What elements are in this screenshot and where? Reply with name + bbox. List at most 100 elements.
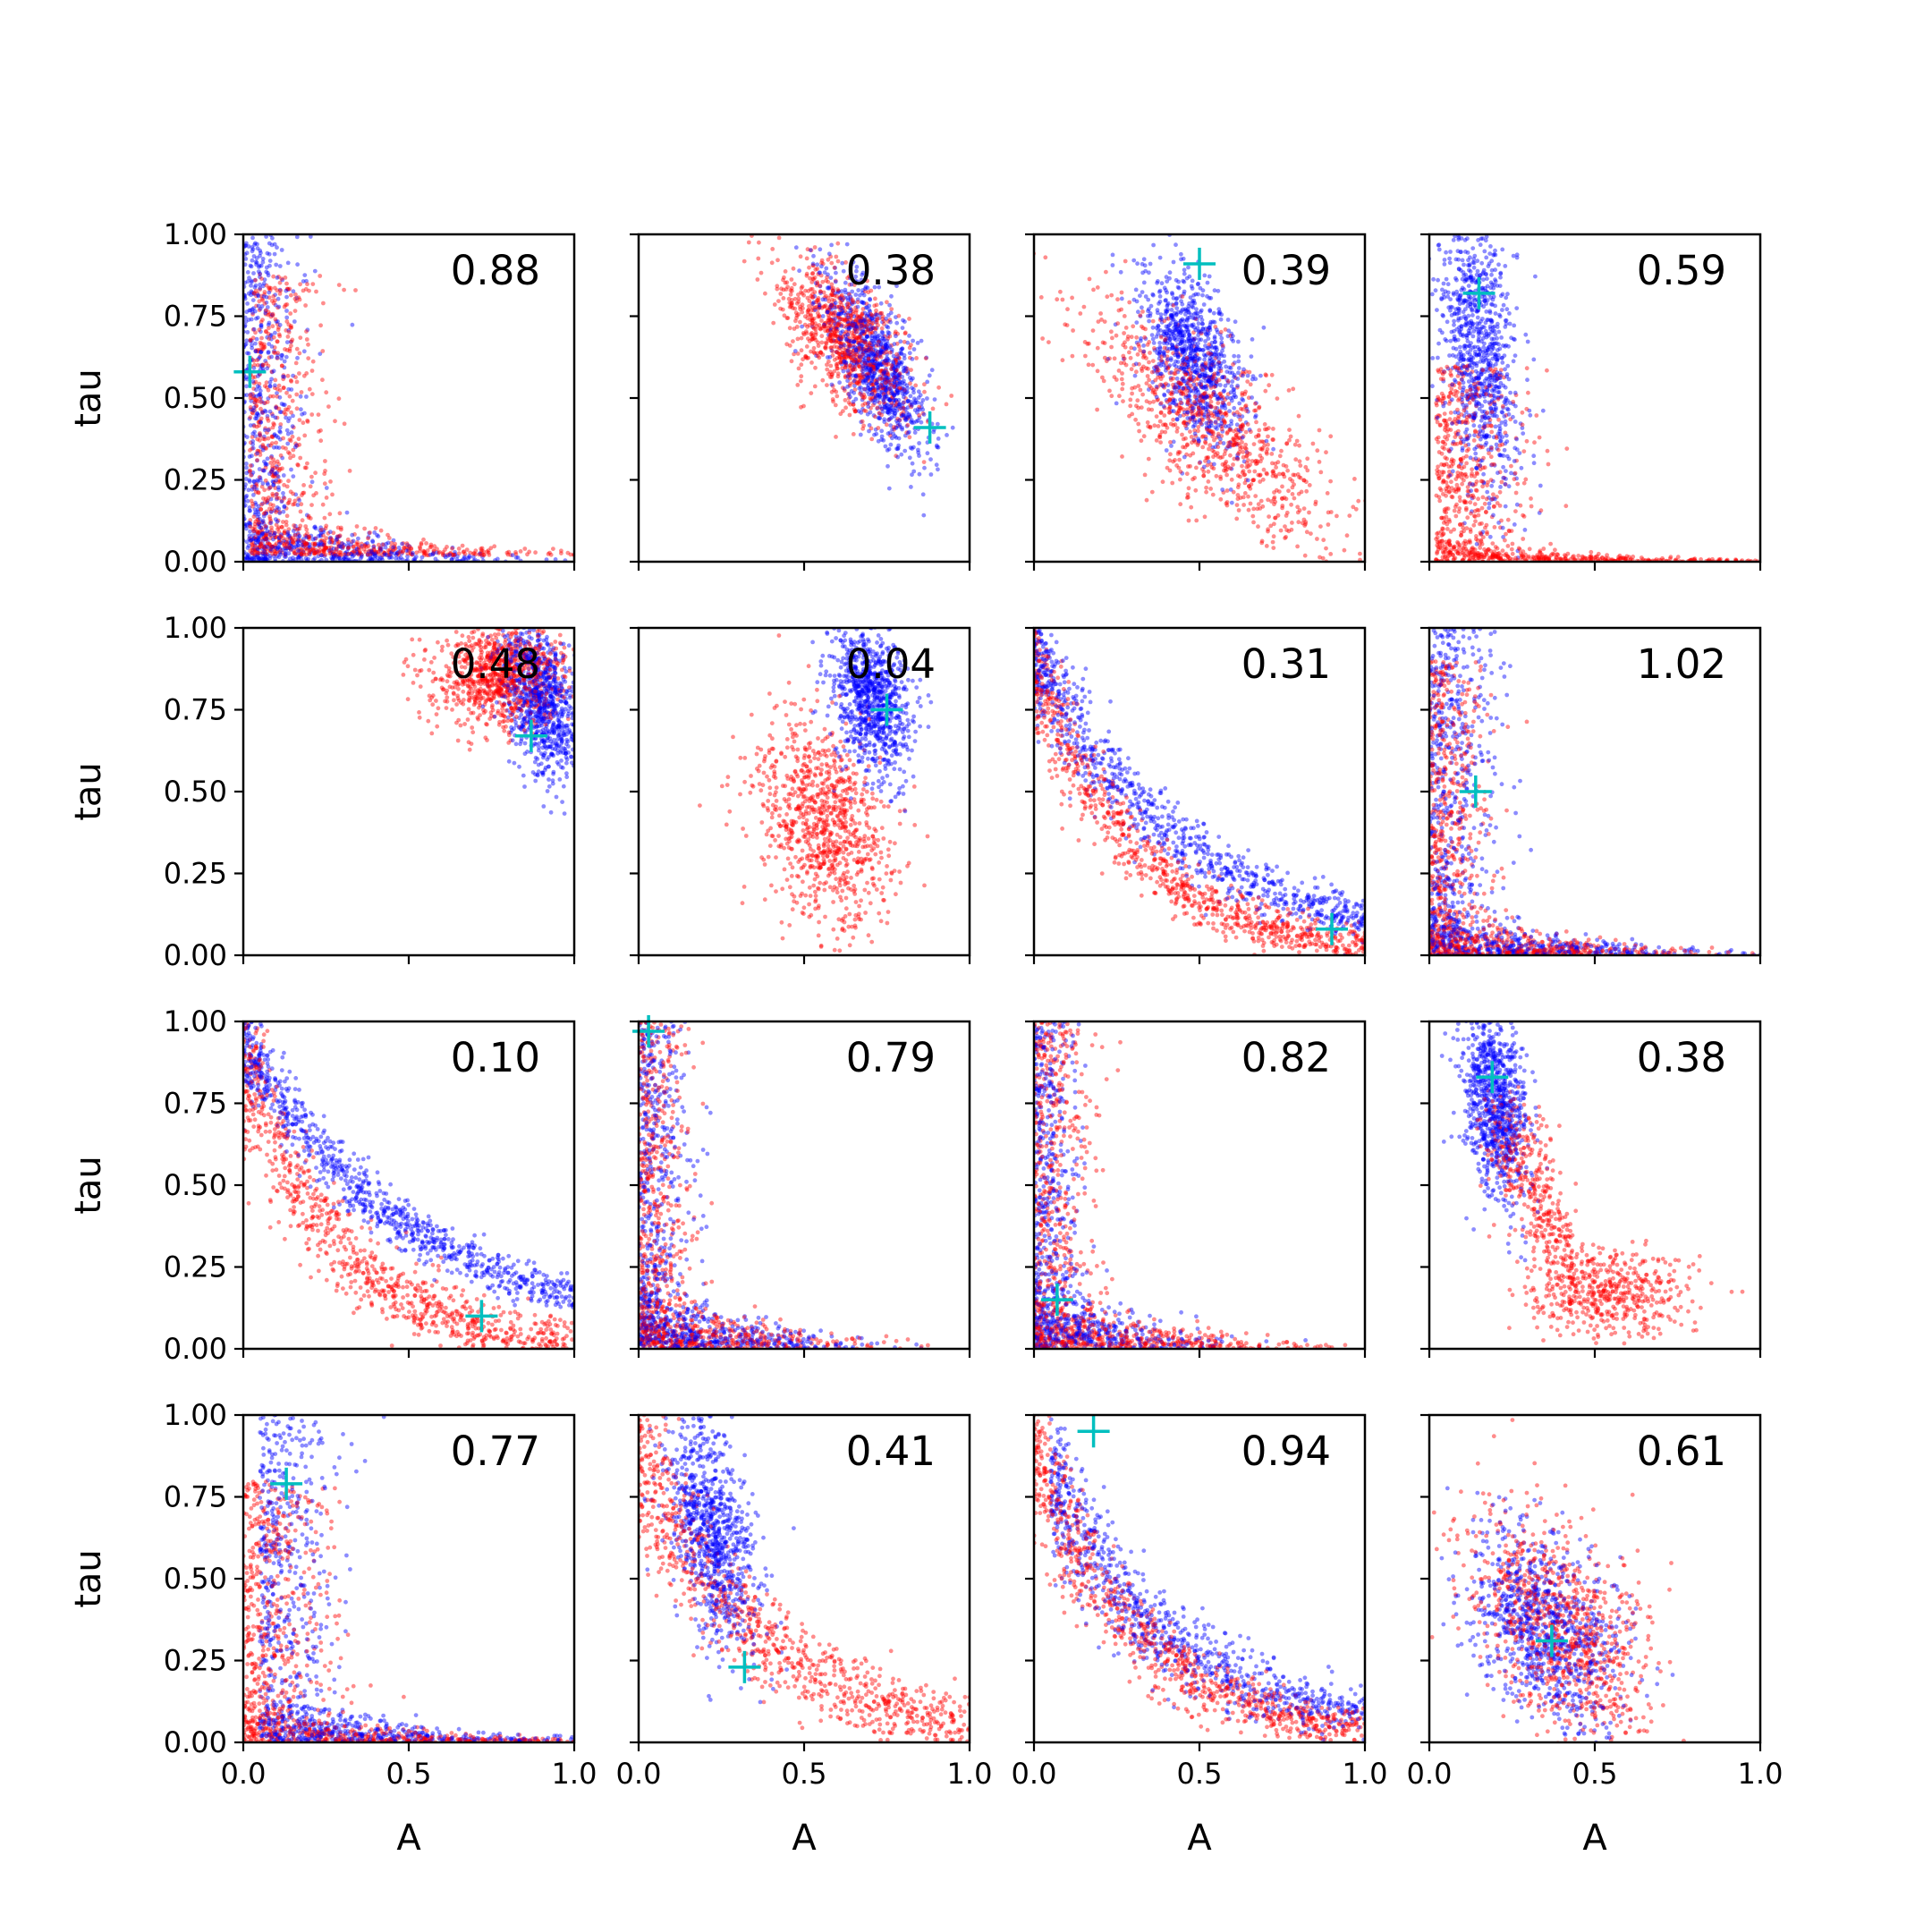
red-point (1259, 439, 1265, 445)
red-point (839, 294, 843, 300)
red-point (873, 388, 878, 393)
red-point (876, 426, 881, 430)
red-point (419, 540, 424, 546)
red-point (264, 308, 268, 313)
red-point (1266, 497, 1270, 503)
red-point (811, 345, 817, 351)
red-point (320, 502, 326, 507)
red-point (277, 280, 283, 285)
blue-point (266, 351, 271, 355)
red-point (248, 337, 253, 343)
blue-point (879, 348, 884, 353)
blue-point (1208, 379, 1212, 385)
red-point (258, 525, 264, 530)
red-point (827, 323, 833, 328)
blue-point (892, 393, 897, 397)
red-point (834, 326, 839, 331)
blue-point (249, 398, 254, 403)
blue-point (258, 394, 264, 400)
blue-point (322, 554, 327, 559)
red-point (254, 549, 259, 555)
red-point (285, 373, 291, 378)
blue-point (896, 436, 902, 441)
blue-point (864, 363, 869, 369)
red-point (252, 527, 258, 532)
blue-point (1136, 309, 1140, 315)
red-point (428, 544, 434, 549)
blue-point (913, 398, 919, 403)
red-point (1132, 385, 1138, 390)
red-point (257, 419, 262, 425)
blue-point (863, 377, 869, 383)
red-point (806, 355, 811, 360)
blue-point (1184, 317, 1190, 322)
red-point (1185, 388, 1190, 394)
blue-point (244, 555, 250, 560)
red-point (882, 395, 887, 401)
blue-point (878, 342, 884, 347)
blue-point (879, 361, 885, 367)
red-point (297, 371, 301, 376)
blue-point (295, 262, 300, 267)
blue-point (327, 540, 332, 545)
red-point (1275, 396, 1280, 401)
red-point (852, 364, 857, 369)
blue-point (1209, 360, 1215, 366)
blue-point (883, 405, 888, 411)
red-point (902, 400, 906, 405)
red-point (807, 323, 812, 327)
red-point (818, 351, 824, 355)
red-point (819, 340, 825, 345)
blue-point (275, 355, 280, 360)
blue-point (1227, 440, 1233, 445)
red-point (894, 453, 899, 459)
red-point (271, 421, 276, 426)
red-point (794, 325, 800, 329)
red-point (267, 542, 272, 547)
blue-point (1205, 402, 1210, 406)
red-point (874, 343, 878, 348)
blue-point (304, 535, 309, 540)
red-point (866, 356, 871, 361)
blue-point (261, 401, 267, 405)
red-point (306, 513, 311, 519)
red-point (268, 443, 273, 448)
red-point (261, 345, 267, 351)
red-point (853, 317, 859, 322)
red-point (1083, 353, 1088, 359)
red-point (255, 517, 260, 522)
red-point (250, 543, 255, 547)
blue-point (262, 546, 267, 551)
blue-point (265, 529, 270, 534)
red-point (310, 541, 316, 547)
blue-point (899, 413, 904, 419)
red-point (804, 256, 809, 261)
red-point (267, 541, 272, 547)
blue-point (1195, 326, 1200, 330)
blue-point (318, 352, 323, 356)
blue-point (269, 544, 274, 549)
red-point (331, 551, 335, 556)
red-point (852, 367, 858, 372)
red-point (877, 377, 883, 381)
red-point (897, 356, 902, 361)
blue-point (866, 365, 870, 370)
blue-point (394, 550, 400, 555)
red-point (339, 541, 344, 546)
blue-point (894, 320, 900, 326)
red-point (859, 375, 863, 380)
blue-point (882, 345, 887, 351)
blue-point (344, 549, 350, 555)
blue-point (1228, 390, 1233, 395)
blue-point (389, 555, 394, 560)
red-point (1193, 440, 1198, 445)
red-point (862, 331, 868, 336)
red-point (850, 368, 855, 372)
red-point (1245, 379, 1250, 384)
red-point (836, 315, 842, 319)
red-point (380, 553, 386, 557)
red-point (267, 487, 271, 491)
red-point (323, 545, 328, 550)
blue-point (254, 316, 258, 321)
red-point (852, 336, 856, 342)
